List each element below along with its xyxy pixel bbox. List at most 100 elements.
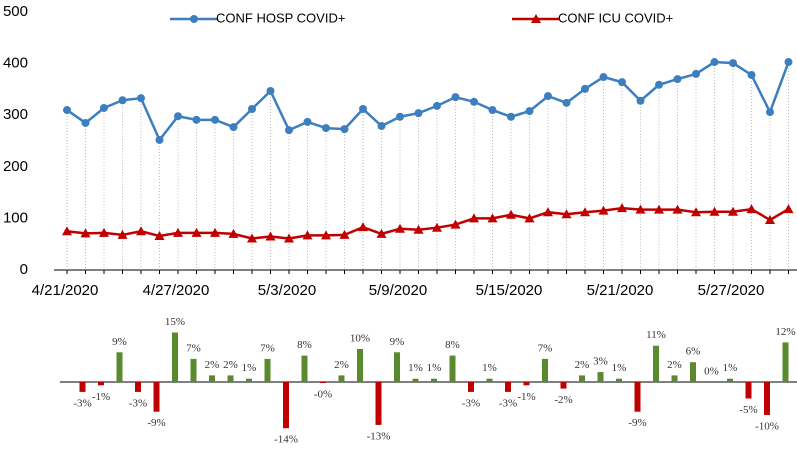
point — [155, 135, 164, 144]
legend-label: CONF HOSP COVID+ — [216, 10, 345, 25]
bar — [560, 382, 567, 389]
value-label: 8% — [445, 339, 460, 351]
series-line — [66, 206, 790, 240]
point — [81, 118, 90, 127]
point — [302, 230, 313, 240]
value-label: 12% — [775, 326, 795, 338]
bar — [468, 382, 474, 392]
value-label: -9% — [147, 417, 165, 429]
value-label: -1% — [517, 391, 535, 403]
bar — [190, 358, 197, 382]
bar — [782, 342, 789, 382]
point — [433, 101, 441, 110]
point — [544, 92, 552, 101]
value-label: 2% — [667, 359, 682, 371]
point — [488, 106, 497, 115]
point — [728, 206, 738, 216]
value-label: 9% — [112, 336, 127, 348]
bar — [653, 345, 659, 382]
point — [376, 228, 387, 238]
bar — [597, 372, 604, 382]
value-label: 7% — [260, 342, 275, 354]
point — [525, 107, 534, 116]
bar — [431, 378, 437, 382]
point — [507, 112, 515, 121]
point — [709, 206, 720, 216]
point — [470, 97, 478, 106]
point — [746, 204, 757, 214]
bar — [616, 378, 622, 382]
bar — [264, 358, 271, 382]
point — [524, 213, 535, 223]
point — [247, 233, 257, 243]
value-label: 2% — [223, 359, 238, 371]
point — [62, 226, 72, 236]
bar — [283, 382, 289, 429]
point — [654, 204, 664, 214]
value-label: 2% — [575, 359, 590, 371]
point — [673, 75, 682, 84]
value-label: 7% — [538, 342, 553, 354]
x-tick-label: 5/3/2020 — [258, 282, 316, 299]
bar — [153, 382, 160, 412]
point — [729, 59, 737, 68]
point — [598, 205, 609, 215]
point — [395, 223, 405, 233]
point — [248, 105, 256, 114]
bar — [690, 362, 696, 382]
point — [210, 227, 220, 237]
point — [562, 98, 571, 107]
value-label: -1% — [92, 391, 110, 403]
point — [414, 109, 423, 118]
bar — [505, 382, 511, 392]
point — [154, 230, 165, 240]
point — [636, 96, 645, 105]
value-label: 1% — [612, 362, 627, 374]
value-label: -3% — [129, 397, 147, 409]
point — [321, 230, 331, 240]
point — [672, 204, 683, 214]
point — [561, 209, 572, 219]
point — [228, 228, 239, 238]
y-tick-label: 200 — [3, 158, 28, 175]
bar — [449, 355, 456, 382]
bar — [579, 375, 585, 382]
series-line — [66, 60, 790, 143]
x-tick-label: 5/9/2020 — [369, 282, 427, 299]
value-label: 1% — [408, 362, 423, 374]
point — [377, 122, 386, 131]
value-label: 1% — [427, 362, 442, 374]
point — [618, 78, 626, 87]
x-tick-label: 5/21/2020 — [587, 282, 654, 299]
point — [581, 84, 589, 93]
point — [211, 115, 219, 124]
value-label: 15% — [165, 316, 185, 328]
y-tick-label: 300 — [3, 106, 28, 123]
bar — [412, 378, 419, 382]
point — [266, 86, 275, 95]
bar — [523, 382, 530, 386]
point — [137, 94, 145, 103]
point — [359, 105, 367, 114]
bar — [116, 352, 123, 382]
bar — [764, 382, 770, 415]
value-label: -3% — [73, 397, 91, 409]
bar — [172, 332, 178, 382]
value-label: 1% — [242, 362, 257, 374]
point — [617, 203, 627, 213]
point — [635, 204, 646, 214]
bar — [246, 378, 252, 382]
point — [63, 106, 71, 115]
value-label: -3% — [499, 397, 517, 409]
bar — [486, 378, 493, 382]
bar — [98, 382, 104, 386]
point — [80, 228, 91, 238]
point — [358, 222, 368, 232]
x-tick-label: 4/27/2020 — [143, 282, 210, 299]
bar — [727, 378, 733, 382]
legend-marker — [531, 14, 541, 23]
point — [450, 219, 461, 229]
value-label: 6% — [686, 346, 701, 358]
value-label: 8% — [297, 339, 312, 351]
